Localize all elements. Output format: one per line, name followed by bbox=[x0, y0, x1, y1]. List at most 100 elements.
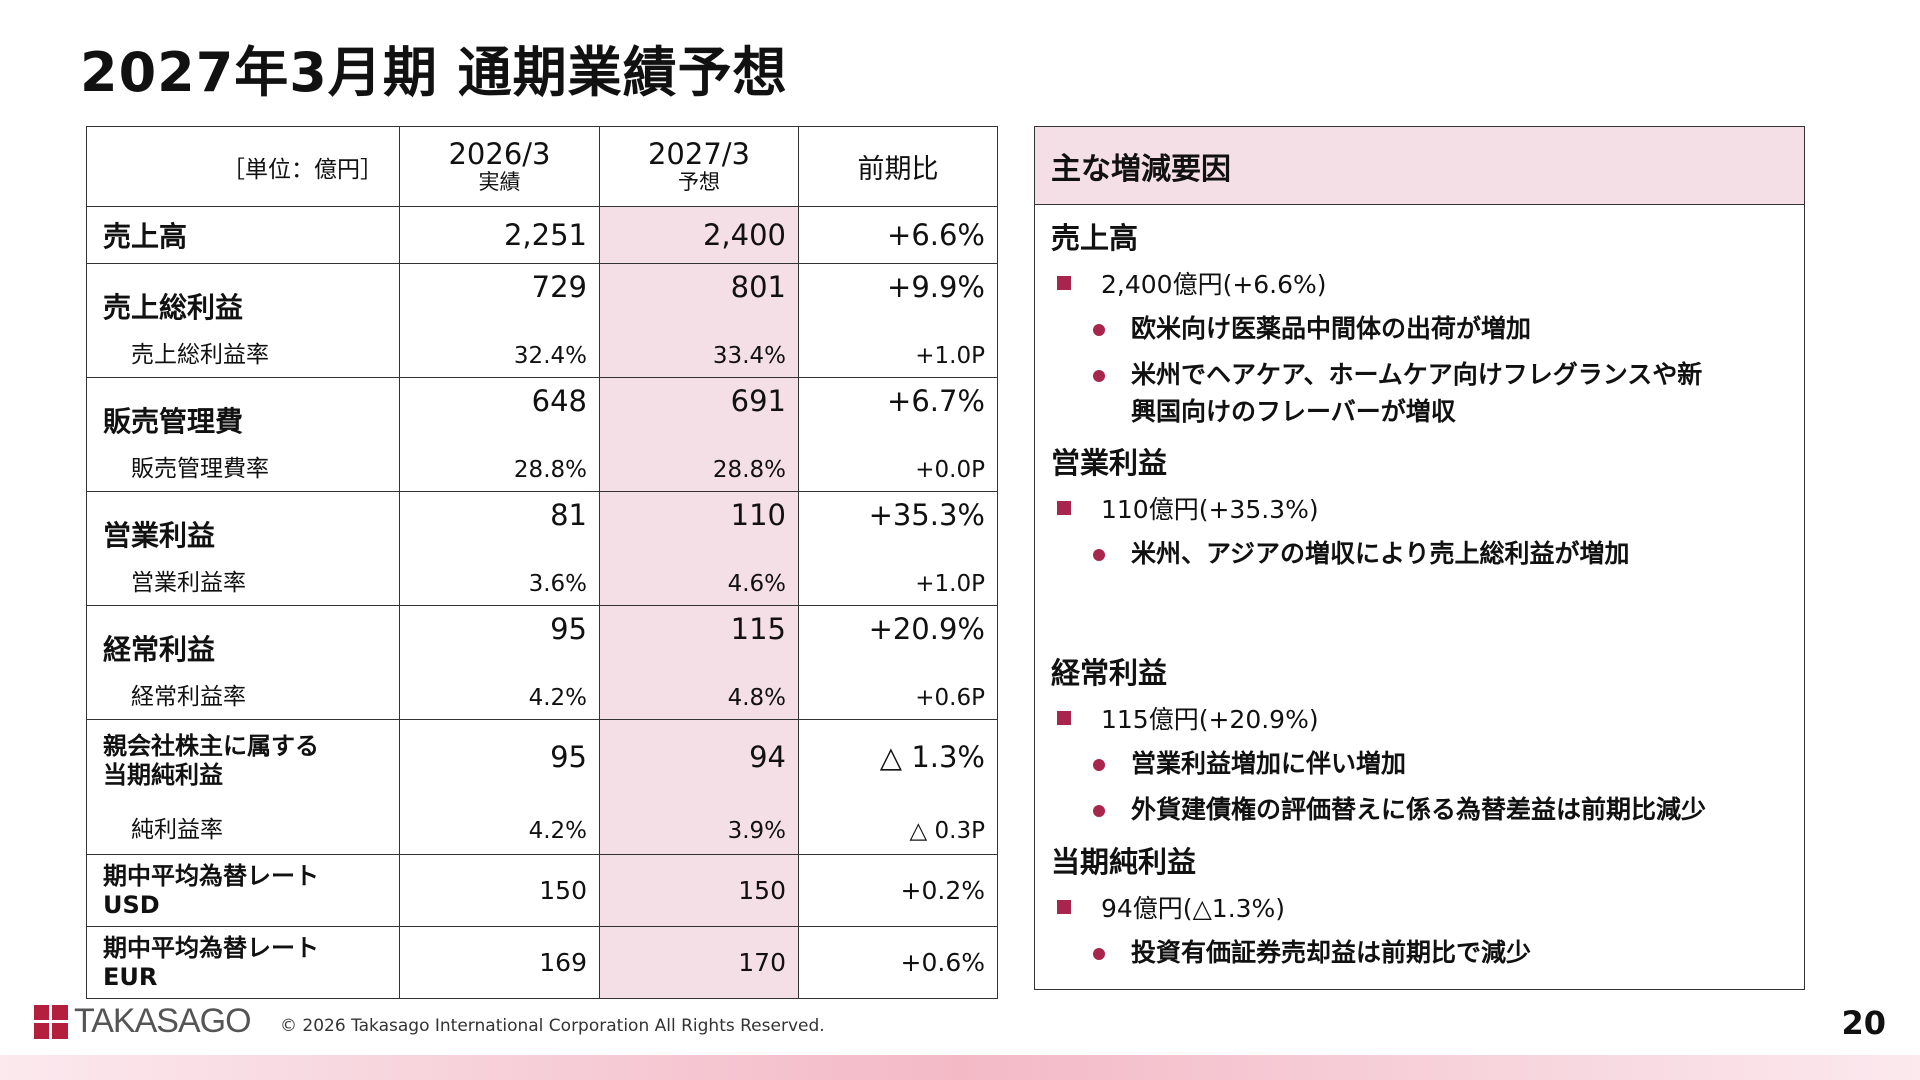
section-title: 営業利益 bbox=[1051, 445, 1168, 480]
value-2026: 81 bbox=[550, 498, 587, 532]
dot-bullet-icon bbox=[1093, 947, 1105, 960]
page-number: 20 bbox=[1841, 1004, 1886, 1042]
subvalue-yoy: +1.0P bbox=[915, 343, 985, 369]
subvalue-2026: 4.2% bbox=[528, 685, 587, 711]
subvalue-yoy: +0.6P bbox=[915, 685, 985, 711]
row-sublabel: 純利益率 bbox=[131, 817, 223, 843]
row-label: 経常利益 bbox=[103, 633, 216, 666]
panel-heading: 主な増減要因 bbox=[1035, 127, 1804, 205]
section-ordinary-profit: 経常利益 115億円(+20.9%) 営業利益増加に伴い増加 外貨建債権の評価替… bbox=[1051, 650, 1788, 829]
subvalue-2027: 33.4% bbox=[712, 343, 786, 369]
subvalue-2026: 28.8% bbox=[513, 457, 587, 483]
square-bullet-icon bbox=[1057, 899, 1071, 914]
dot-bullet-icon bbox=[1093, 548, 1105, 561]
value-yoy: +6.7% bbox=[887, 384, 985, 418]
value-yoy: △ 1.3% bbox=[879, 740, 985, 774]
row-label-line1: 期中平均為替レート bbox=[103, 861, 319, 890]
section-title: 経常利益 bbox=[1051, 656, 1168, 690]
bullet-text: 営業利益増加に伴い増加 bbox=[1131, 749, 1407, 778]
bullet-text-line1: 米州でヘアケア、ホームケア向けフレグランスや新 bbox=[1131, 360, 1703, 390]
dot-bullet-icon bbox=[1093, 805, 1105, 818]
subvalue-2027: 4.8% bbox=[727, 685, 786, 711]
col-header-2026-year: 2026/3 bbox=[448, 137, 551, 171]
subvalue-yoy: △ 0.3P bbox=[909, 818, 985, 844]
square-bullet-icon bbox=[1057, 500, 1071, 515]
row-label-line2: 当期純利益 bbox=[103, 760, 223, 789]
subvalue-2026: 3.6% bbox=[528, 571, 587, 597]
headline-item: 115億円(+20.9%) bbox=[1051, 700, 1788, 736]
square-bullet-icon bbox=[1057, 276, 1071, 290]
bullet-item: 投資有価証券売却益は前期比で減少 bbox=[1051, 935, 1788, 971]
bullet-text: 欧米向け医薬品中間体の出荷が増加 bbox=[1131, 314, 1532, 343]
row-label: 売上高 bbox=[103, 220, 188, 253]
value-2027: 2,400 bbox=[702, 218, 786, 252]
value-yoy: +35.3% bbox=[868, 498, 985, 532]
bullet-text: 外貨建債権の評価替えに係る為替差益は前期比減少 bbox=[1131, 795, 1707, 825]
value-2027: 110 bbox=[730, 498, 786, 532]
section-operating-profit: 営業利益 110億円(+35.3%) 米州、アジアの増収により売上総利益が増加 bbox=[1051, 440, 1788, 572]
section-title: 売上高 bbox=[1051, 221, 1139, 255]
value-yoy: +20.9% bbox=[868, 612, 985, 646]
value-2027: 801 bbox=[730, 270, 786, 304]
table-row-sga: 販売管理費 販売管理費率 648 28.8% 691 28.8% +6.7% +… bbox=[86, 377, 998, 492]
value-2026: 648 bbox=[531, 384, 587, 418]
table-row-ordinary-profit: 経常利益 経常利益率 95 4.2% 115 4.8% +20.9% +0.6P bbox=[86, 605, 998, 720]
row-sublabel: 売上総利益率 bbox=[131, 342, 269, 368]
factors-panel: 主な増減要因 売上高 2,400億円(+6.6%) 欧米向け医薬品中間体の出荷が… bbox=[1034, 126, 1805, 990]
table-row-eur-rate: 期中平均為替レート EUR 169 170 +0.6% bbox=[86, 926, 998, 999]
value-2027: 691 bbox=[730, 384, 786, 418]
value-2026: 2,251 bbox=[503, 218, 587, 252]
subvalue-2027: 4.6% bbox=[727, 571, 786, 597]
value-yoy: +0.2% bbox=[900, 876, 985, 905]
dot-bullet-icon bbox=[1093, 370, 1105, 383]
row-label: 販売管理費 bbox=[103, 405, 244, 438]
footer-band bbox=[0, 1055, 1920, 1080]
value-2026: 150 bbox=[539, 876, 587, 905]
row-label-line1: 期中平均為替レート bbox=[103, 933, 319, 962]
value-2026: 95 bbox=[550, 740, 587, 774]
table-row-gross-profit: 売上総利益 売上総利益率 729 32.4% 801 33.4% +9.9% +… bbox=[86, 263, 998, 378]
headline-text: 94億円(△1.3%) bbox=[1101, 893, 1286, 923]
value-yoy: +6.6% bbox=[887, 218, 985, 252]
row-sublabel: 販売管理費率 bbox=[131, 456, 269, 482]
row-label-line1: 親会社株主に属する bbox=[103, 732, 319, 760]
subvalue-yoy: +1.0P bbox=[915, 571, 985, 597]
table-row-sales: 売上高 2,251 2,400 +6.6% bbox=[86, 206, 998, 264]
logo-text: TAKASAGO bbox=[74, 1002, 252, 1040]
row-sublabel: 営業利益率 bbox=[131, 570, 246, 596]
subvalue-2027: 28.8% bbox=[712, 457, 786, 483]
headline-item: 94億円(△1.3%) bbox=[1051, 889, 1788, 925]
value-yoy: +0.6% bbox=[900, 948, 985, 977]
bullet-item: 営業利益増加に伴い増加 bbox=[1051, 746, 1788, 782]
bullet-item: 欧米向け医薬品中間体の出荷が増加 bbox=[1051, 311, 1788, 347]
bullet-item: 米州、アジアの増収により売上総利益が増加 bbox=[1051, 536, 1788, 572]
col-header-yoy: 前期比 bbox=[798, 126, 998, 207]
section-net-income: 当期純利益 94億円(△1.3%) 投資有価証券売却益は前期比で減少 bbox=[1051, 839, 1788, 971]
row-label-line2: USD bbox=[103, 890, 160, 919]
dot-bullet-icon bbox=[1093, 324, 1105, 336]
section-title: 当期純利益 bbox=[1051, 844, 1197, 879]
table-row-operating-profit: 営業利益 営業利益率 81 3.6% 110 4.6% +35.3% +1.0P bbox=[86, 491, 998, 606]
bullet-text-line2: 興国向けのフレーバーが増収 bbox=[1131, 396, 1456, 426]
value-2026: 169 bbox=[539, 948, 587, 977]
subvalue-2027: 3.9% bbox=[727, 818, 786, 844]
table-header-row: ［単位：億円］ 2026/3 実績 2027/3 予想 前期比 bbox=[86, 126, 998, 207]
subvalue-2026: 4.2% bbox=[528, 818, 587, 844]
col-header-2026: 2026/3 実績 bbox=[399, 126, 600, 207]
value-2027: 115 bbox=[730, 612, 786, 646]
value-2026: 729 bbox=[531, 270, 587, 304]
copyright: © 2026 Takasago International Corporatio… bbox=[280, 1016, 825, 1036]
bullet-item: 外貨建債権の評価替えに係る為替差益は前期比減少 bbox=[1051, 792, 1788, 828]
value-2027: 170 bbox=[738, 948, 786, 977]
bullet-item: 米州でヘアケア、ホームケア向けフレグランスや新 興国向けのフレーバーが増収 bbox=[1051, 357, 1788, 430]
headline-text: 115億円(+20.9%) bbox=[1101, 705, 1319, 734]
row-label: 売上総利益 bbox=[103, 291, 244, 324]
square-bullet-icon bbox=[1057, 711, 1071, 725]
value-2026: 95 bbox=[550, 612, 587, 646]
value-2027: 150 bbox=[738, 876, 786, 905]
table-row-usd-rate: 期中平均為替レート USD 150 150 +0.2% bbox=[86, 854, 998, 927]
row-label-line2: EUR bbox=[103, 962, 158, 991]
subvalue-2026: 32.4% bbox=[513, 343, 587, 369]
headline-item: 2,400億円(+6.6%) bbox=[1051, 265, 1788, 301]
bullet-text: 米州、アジアの増収により売上総利益が増加 bbox=[1131, 538, 1630, 568]
